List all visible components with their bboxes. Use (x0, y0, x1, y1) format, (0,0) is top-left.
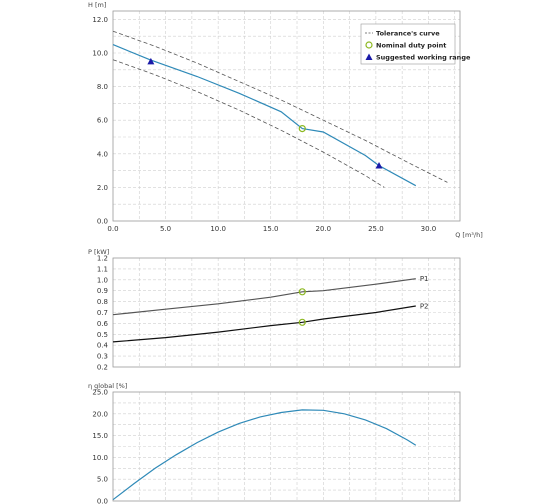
y-axis-label: η global [%] (88, 382, 127, 390)
y-tick-label: 0.7 (97, 309, 108, 317)
x-tick-label: 0.0 (107, 225, 118, 233)
series-line-1 (112, 278, 416, 316)
legend-box (360, 23, 456, 65)
legend-label: Suggested working range (376, 54, 471, 62)
x-tick-label: 20.0 (316, 225, 332, 233)
plot-frame (112, 391, 461, 502)
legend-nominal-swatch (365, 41, 373, 49)
chart-panel-2: 0.2 0.3 0.4 0.5 0.6 0.7 0.8 0.9 1.0 1.1 1.2P [kW] P… (88, 248, 461, 372)
y-tick-label: 12.0 (92, 16, 108, 24)
series-line-1 (112, 30, 448, 183)
plot-frame (112, 10, 461, 222)
x-axis-label: Q [m³/h] (455, 231, 483, 239)
legend-label: Nominal duty point (376, 42, 446, 50)
working-range-marker (147, 57, 155, 65)
plot-frame (112, 257, 461, 368)
y-tick-label: 20.0 (92, 410, 108, 418)
y-tick-label: 5.0 (97, 476, 108, 484)
series-line-2 (112, 44, 417, 187)
y-axis-label: H [m] (88, 1, 106, 9)
x-tick-label: 25.0 (368, 225, 384, 233)
x-tick-label: 30.0 (421, 225, 437, 233)
y-tick-label: 0.8 (97, 298, 108, 306)
y-tick-label: 0.5 (97, 331, 108, 339)
y-tick-label: 0.0 (97, 498, 108, 504)
y-tick-label: 10.0 (92, 50, 108, 58)
legend-working-swatch (365, 53, 373, 60)
nominal-duty-point-marker (298, 125, 306, 133)
y-tick-label: 0.3 (97, 353, 108, 361)
y-tick-label: 1.1 (97, 265, 108, 273)
nominal-duty-point-marker (298, 288, 306, 296)
legend: Tolerance's curve Nominal duty point Sugge… (360, 23, 471, 65)
y-tick-label: 1.2 (97, 255, 108, 263)
y-tick-label: 1.0 (97, 276, 108, 284)
series-label: P1 (420, 275, 429, 283)
series-line-3 (112, 59, 385, 188)
y-tick-label: 8.0 (97, 83, 108, 91)
y-axis-label: P [kW] (88, 248, 109, 256)
working-range-marker (375, 162, 383, 169)
y-tick-label: 15.0 (92, 432, 108, 440)
y-tick-label: 4.0 (97, 150, 108, 158)
x-tick-label: 10.0 (210, 225, 226, 233)
chart-panel-1: 0.0 2.0 4.0 6.0 8.0 10.0 12.0 0.0 5.0 10.0 15.0 20.… (88, 1, 483, 239)
y-tick-label: 0.6 (97, 320, 109, 328)
series-line-2 (112, 305, 416, 343)
y-tick-label: 0.2 (97, 364, 108, 372)
chart-panel-3: 0.0 5.0 10.0 15.0 20.0 25.0η global [%] (88, 382, 461, 504)
x-tick-label: 5.0 (160, 225, 171, 233)
y-tick-label: 25.0 (92, 389, 108, 397)
y-tick-label: 0.0 (97, 218, 108, 226)
y-tick-label: 10.0 (92, 454, 108, 462)
y-tick-label: 0.4 (97, 342, 109, 350)
series-line-1 (112, 409, 417, 501)
legend-label: Tolerance's curve (376, 30, 440, 38)
series-label: P2 (420, 302, 429, 310)
y-tick-label: 0.9 (97, 287, 108, 295)
y-tick-label: 2.0 (97, 184, 108, 192)
y-tick-label: 6.0 (97, 117, 108, 125)
x-tick-label: 15.0 (263, 225, 279, 233)
nominal-duty-point-marker (298, 318, 306, 326)
